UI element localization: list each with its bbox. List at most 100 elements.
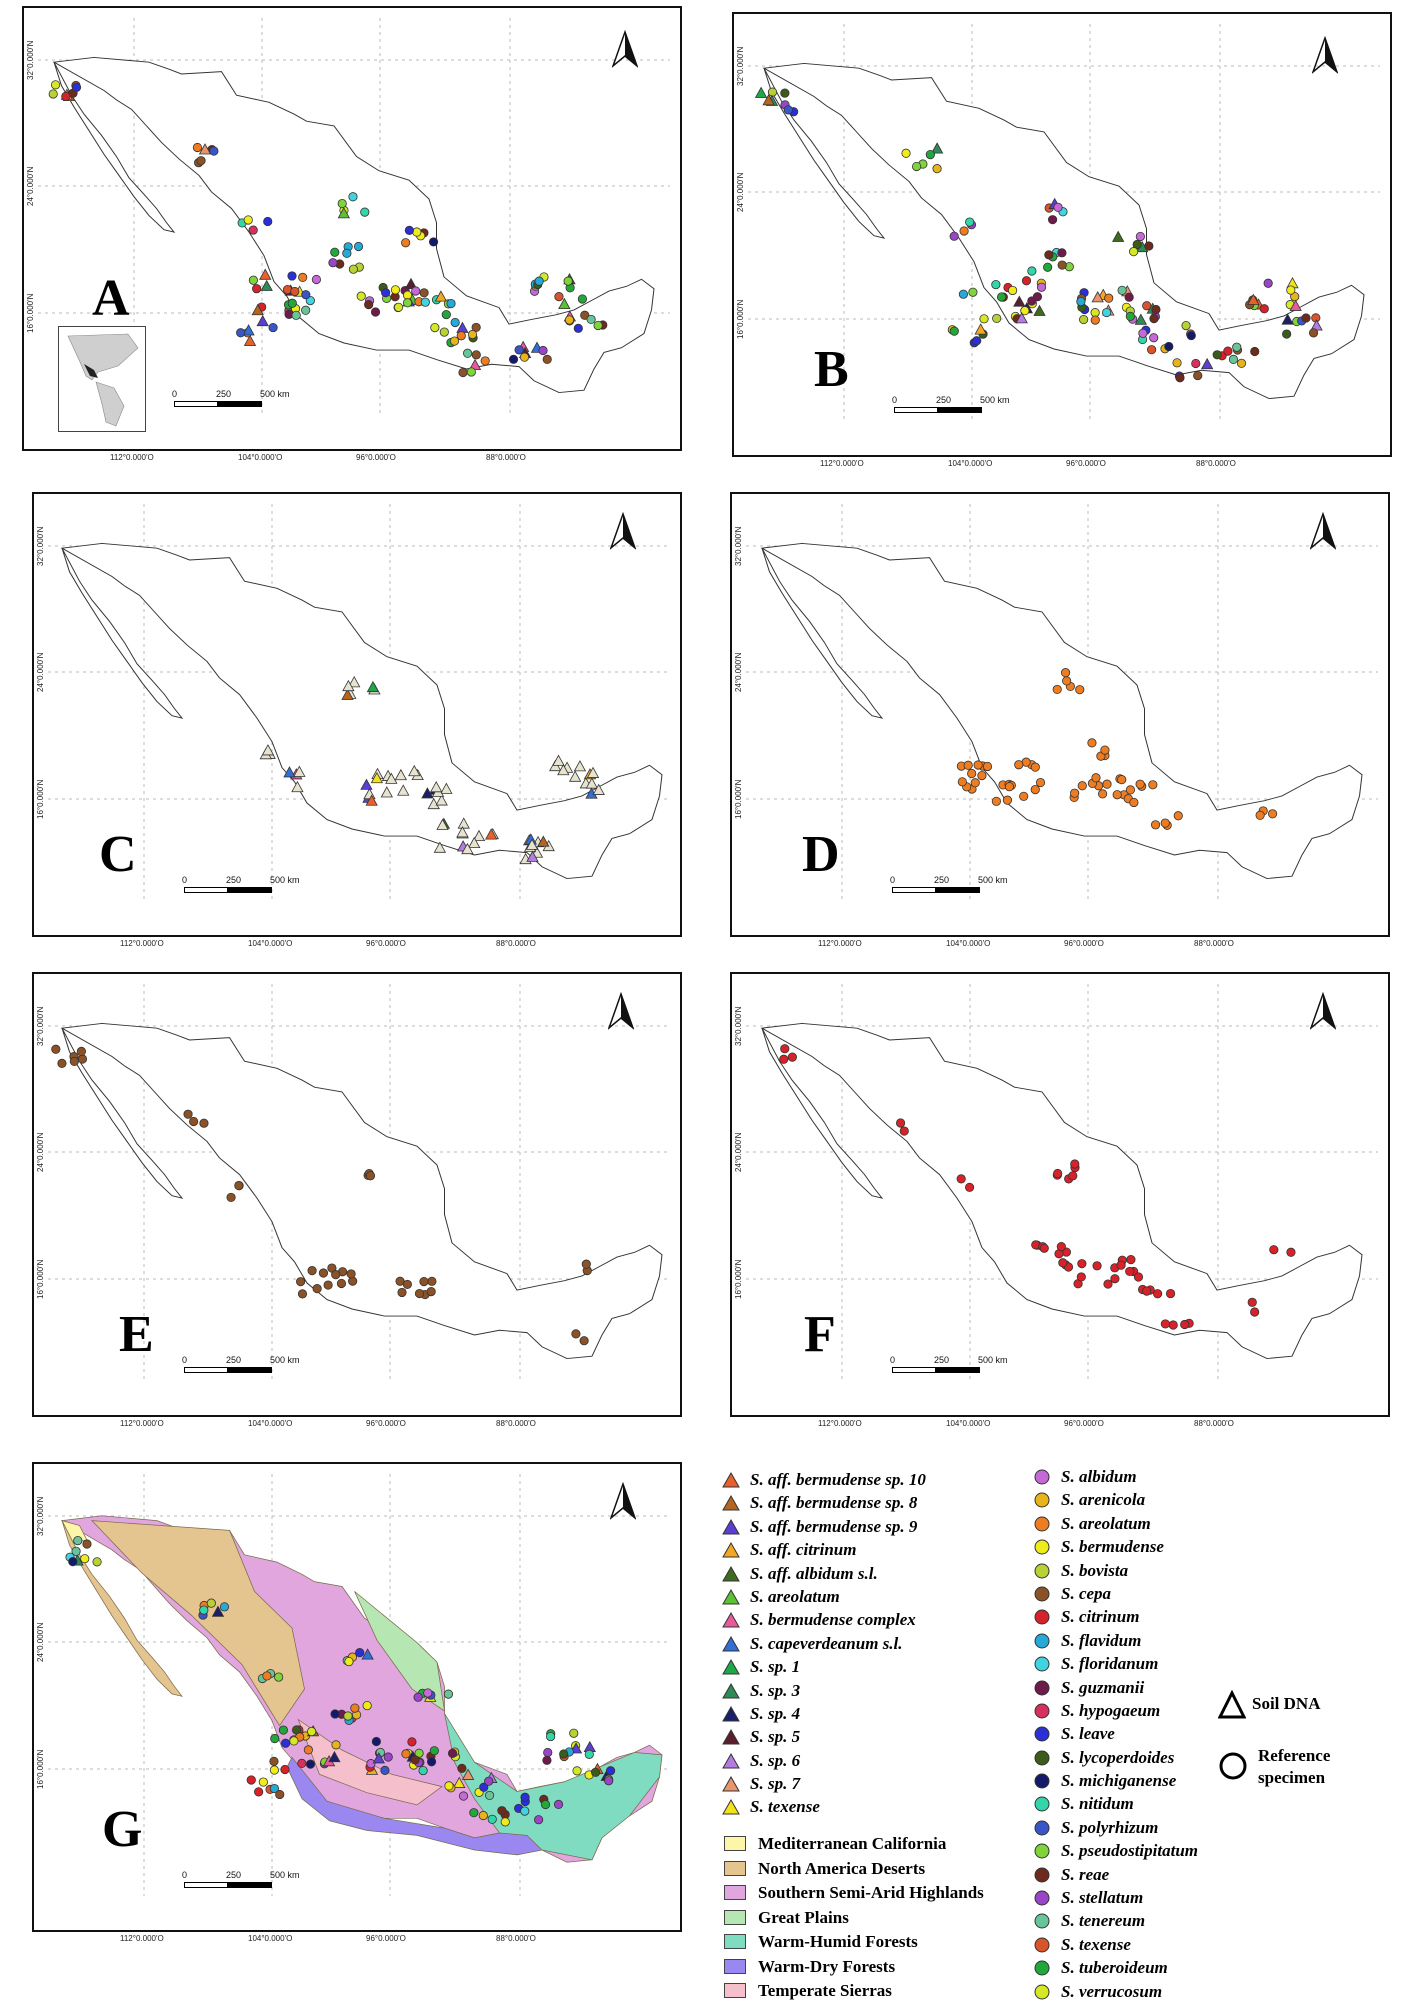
species-name: sp. 1	[767, 1657, 801, 1677]
soil-dna-marker	[1111, 230, 1125, 242]
scale-segment	[228, 887, 272, 893]
specimen-marker	[1079, 314, 1089, 325]
genus-abbrev: S.	[1061, 1794, 1079, 1814]
specimen-marker	[480, 356, 490, 366]
specimen-marker	[383, 1752, 393, 1762]
genus-abbrev: S.	[750, 1610, 768, 1630]
species-name: aff. bermudense sp. 8	[767, 1493, 918, 1513]
specimen-marker	[364, 300, 374, 310]
specimen-marker	[51, 1044, 61, 1054]
specimen-marker	[1116, 1260, 1126, 1270]
genus-abbrev: S.	[750, 1563, 768, 1583]
specimen-marker	[967, 768, 977, 779]
specimen-marker	[289, 1736, 299, 1746]
specimen-marker	[563, 276, 573, 286]
soil-dna-marker	[293, 765, 306, 777]
longitude-tick: 112°0.000'O	[120, 1934, 164, 1943]
specimen-marker	[1247, 1297, 1257, 1307]
soil-dna-marker	[930, 142, 944, 154]
specimen-marker	[487, 1814, 497, 1824]
soil-dna-marker	[342, 679, 355, 692]
specimen-marker	[968, 287, 978, 297]
specimen-marker	[412, 227, 422, 237]
sample-points	[48, 80, 608, 378]
specimen-marker	[355, 1648, 365, 1658]
scale-segment	[936, 887, 980, 893]
species-name: tenereum	[1078, 1911, 1146, 1931]
scale-segment	[228, 1882, 272, 1888]
longitude-tick: 112°0.000'O	[818, 1419, 862, 1428]
color-swatch	[724, 1934, 746, 1949]
longitude-tick: 88°0.000'O	[486, 453, 526, 462]
specimen-marker	[1014, 760, 1024, 770]
specimen-marker	[311, 274, 321, 285]
latitude-tick: 16°0.000'N	[734, 1259, 743, 1299]
specimen-marker	[1030, 762, 1040, 772]
soil-dna-marker	[457, 817, 470, 829]
scale-tick: 0	[890, 1355, 896, 1365]
circle-marker-icon	[1034, 1890, 1050, 1906]
specimen-marker	[1032, 292, 1043, 302]
species-name: arenicola	[1078, 1490, 1146, 1510]
specimen-marker	[1186, 330, 1196, 341]
color-swatch	[724, 1836, 746, 1851]
specimen-marker	[604, 1776, 614, 1786]
specimen-marker	[92, 1557, 102, 1567]
soil-dna-marker	[573, 760, 587, 772]
scale-bar: 0 250 500 km	[892, 395, 1014, 417]
specimen-marker	[73, 1536, 83, 1546]
genus-abbrev: S.	[750, 1586, 768, 1606]
specimen-marker	[290, 286, 300, 297]
soil-dna-marker	[461, 842, 474, 855]
soil-dna-marker	[1289, 299, 1302, 311]
specimen-marker	[274, 1672, 284, 1682]
circle-icon	[1219, 1752, 1247, 1780]
specimen-marker	[605, 1766, 616, 1776]
specimen-marker	[1102, 779, 1112, 789]
specimen-marker	[370, 307, 381, 317]
specimen-marker	[1076, 296, 1086, 307]
specimen-marker	[996, 292, 1007, 302]
specimen-marker	[1056, 1242, 1066, 1252]
latitude-tick: 24°0.000'N	[736, 172, 745, 212]
panel-label: F	[804, 1306, 836, 1363]
latitude-tick: 24°0.000'N	[26, 166, 35, 206]
scale-segment	[184, 887, 228, 893]
specimen-marker	[1153, 1289, 1163, 1299]
soil-dna-marker	[366, 680, 380, 693]
soil-dna-marker	[370, 771, 384, 784]
sample-points	[51, 1044, 592, 1346]
specimen-marker	[420, 297, 430, 307]
specimen-marker	[573, 323, 583, 333]
longitude-tick: 112°0.000'O	[820, 459, 864, 468]
genus-abbrev: S.	[1061, 1958, 1079, 1978]
triangle-marker-icon	[722, 1729, 740, 1745]
triangle-marker-icon	[722, 1542, 740, 1558]
map-a-svg	[38, 18, 670, 415]
specimen-marker	[1125, 1266, 1135, 1277]
specimen-marker	[458, 1791, 469, 1801]
latitude-tick: 32°0.000'N	[26, 40, 35, 80]
genus-abbrev: S.	[750, 1633, 768, 1653]
specimen-marker	[571, 1329, 581, 1339]
specimen-marker	[1232, 342, 1242, 352]
latitude-tick: 32°0.000'N	[36, 526, 45, 566]
specimen-marker	[1125, 785, 1136, 795]
specimen-marker	[219, 1602, 230, 1612]
circle-marker-icon	[1034, 1563, 1050, 1579]
north-arrow-icon	[1309, 511, 1337, 555]
specimen-marker	[508, 354, 519, 364]
species-name: capeverdeanum s.l.	[767, 1633, 903, 1653]
specimen-marker	[248, 225, 258, 235]
specimen-marker	[69, 1056, 79, 1066]
specimen-marker	[458, 367, 468, 378]
specimen-marker	[1057, 260, 1067, 270]
scale-segment	[228, 1367, 272, 1373]
specimen-marker	[779, 1054, 789, 1064]
specimen-marker	[331, 1270, 341, 1280]
scale-tick: 250	[936, 395, 952, 405]
specimen-marker	[1053, 202, 1063, 212]
specimen-marker	[71, 1546, 81, 1556]
specimen-marker	[584, 1749, 594, 1759]
specimen-marker	[1027, 266, 1037, 276]
